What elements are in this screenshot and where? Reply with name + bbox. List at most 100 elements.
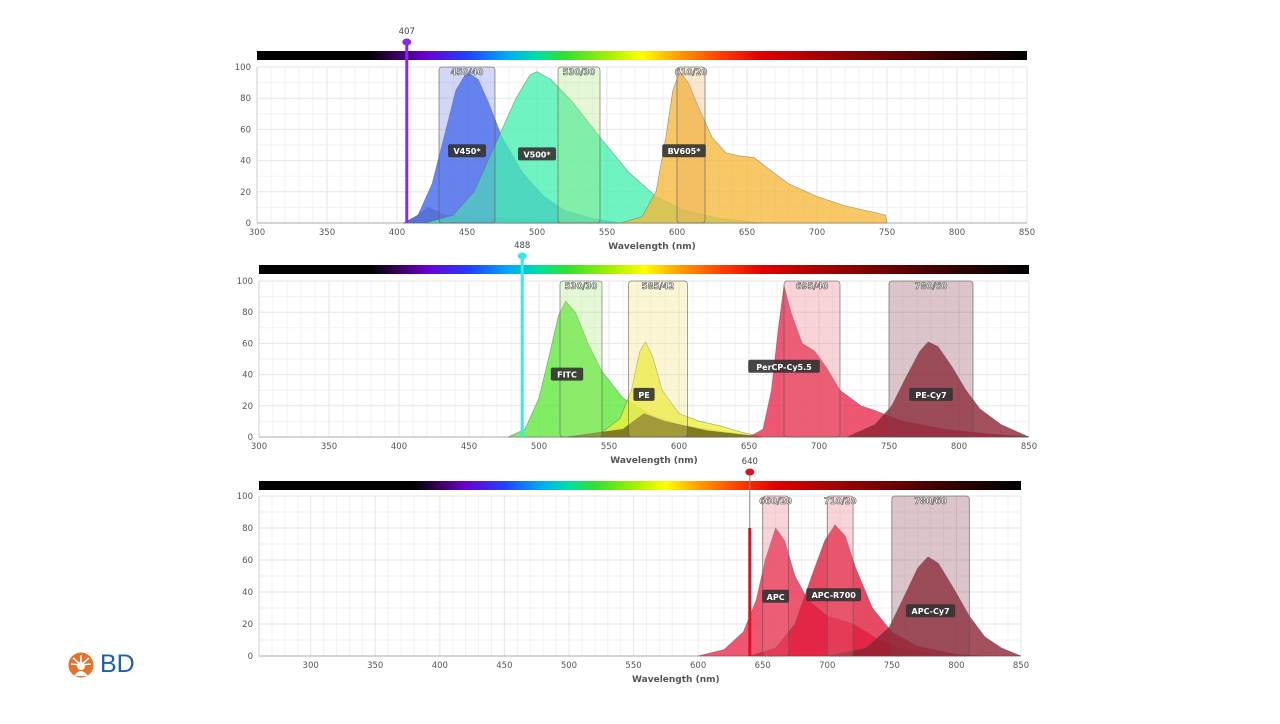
fluorochrome-label: PerCP-Cy5.5 (756, 363, 812, 372)
filter-band (826, 495, 854, 657)
laser-wavelength-label: 488 (514, 241, 530, 251)
y-tick-label: 40 (242, 371, 253, 381)
y-tick-label: 80 (242, 524, 253, 534)
x-tick-label: 300 (249, 228, 265, 238)
x-tick-label: 550 (625, 661, 641, 671)
x-tick-label: 400 (432, 661, 448, 671)
x-tick-label: 450 (461, 442, 477, 452)
x-axis-title: Wavelength (nm) (608, 242, 696, 252)
x-axis-title: Wavelength (nm) (610, 456, 698, 466)
fluorochrome-label: APC (767, 593, 785, 602)
fluorochrome-label-box (748, 359, 820, 373)
x-tick-label: 600 (671, 442, 687, 452)
x-tick-label: 450 (459, 228, 475, 238)
spectrum-panel-3: 300 350 400 450 500 550 600 650 700 750 800 850 0 20 4… (237, 457, 1029, 685)
y-tick-label: 100 (237, 277, 253, 287)
x-tick-label: 650 (741, 442, 757, 452)
fluorochrome-label-box (518, 147, 556, 161)
filter-label: 530/30 (563, 68, 596, 78)
emission-spectrum-bv605- (620, 70, 888, 224)
wavelength-color-bar (259, 481, 1021, 490)
x-tick-label: 800 (951, 442, 967, 452)
laser-marker-handle (402, 38, 412, 46)
fluorochrome-label: V500* (523, 150, 551, 159)
fluorochrome-label: APC-R700 (812, 591, 857, 600)
fluorochrome-label: PE-Cy7 (915, 391, 946, 400)
y-tick-label: 100 (237, 492, 253, 502)
x-tick-label: 800 (949, 228, 965, 238)
fluorochrome-label: PE (638, 391, 649, 400)
fluorochrome-label-box (762, 589, 790, 603)
x-tick-label: 850 (1013, 661, 1029, 671)
fluorochrome-label: FITC (557, 371, 577, 380)
x-axis-title: Wavelength (nm) (632, 675, 720, 685)
filter-band (762, 495, 789, 657)
x-tick-label: 300 (303, 661, 319, 671)
y-tick-label: 60 (240, 125, 251, 135)
y-tick-label: 0 (246, 219, 251, 229)
filter-label: 710/20 (824, 497, 857, 507)
x-tick-label: 400 (391, 442, 407, 452)
filter-label: 610/20 (675, 68, 708, 78)
y-tick-label: 40 (242, 588, 253, 598)
filter-label: 780/60 (915, 282, 948, 292)
filter-label: 695/40 (796, 282, 829, 292)
filter-band (557, 66, 601, 224)
x-tick-label: 550 (601, 442, 617, 452)
wavelength-color-bar (259, 265, 1029, 274)
y-tick-label: 80 (242, 308, 253, 318)
x-tick-label: 750 (884, 661, 900, 671)
fluorochrome-label-box (633, 387, 655, 401)
x-tick-label: 550 (599, 228, 615, 238)
filter-label: 660/20 (759, 497, 792, 507)
bd-sunburst-icon (68, 652, 94, 677)
fluorochrome-label: V450* (453, 147, 481, 156)
x-tick-label: 600 (669, 228, 685, 238)
bd-logo: BD (68, 650, 135, 679)
x-tick-label: 800 (948, 661, 964, 671)
x-tick-label: 850 (1019, 228, 1035, 238)
x-tick-label: 350 (319, 228, 335, 238)
y-tick-label: 80 (240, 94, 251, 104)
y-tick-label: 0 (248, 652, 253, 662)
fluorochrome-label: BV605* (668, 147, 702, 156)
x-tick-label: 350 (367, 661, 383, 671)
laser-marker-handle (745, 468, 755, 476)
x-tick-label: 650 (755, 661, 771, 671)
y-tick-label: 60 (242, 556, 253, 566)
y-tick-label: 100 (235, 63, 251, 73)
x-tick-label: 700 (809, 228, 825, 238)
x-tick-label: 750 (879, 228, 895, 238)
laser-marker-handle (517, 252, 527, 260)
fluorochrome-label-box (905, 604, 956, 618)
spectrum-panel-2: 300 350 400 450 500 550 600 650 700 750 800 850 0 20 4… (237, 241, 1037, 466)
laser-wavelength-label: 407 (399, 27, 415, 37)
y-tick-label: 20 (240, 188, 251, 198)
fluorochrome-label-box (448, 144, 486, 158)
filter-label: 530/30 (565, 282, 598, 292)
fluorochrome-label-box (662, 144, 706, 158)
x-tick-label: 700 (811, 442, 827, 452)
spectrum-panel-1: 300 350 400 450 500 550 600 650 700 750 800 850 0 20 4… (235, 27, 1035, 252)
filter-label: 450/40 (451, 68, 484, 78)
x-tick-label: 500 (561, 661, 577, 671)
x-tick-label: 600 (690, 661, 706, 671)
x-tick-label: 750 (881, 442, 897, 452)
x-tick-label: 400 (389, 228, 405, 238)
fluorochrome-label-box (806, 588, 862, 602)
x-tick-label: 350 (321, 442, 337, 452)
x-tick-label: 300 (251, 442, 267, 452)
filter-label: 780/60 (914, 497, 947, 507)
x-tick-label: 650 (739, 228, 755, 238)
y-tick-label: 60 (242, 339, 253, 349)
x-tick-label: 450 (496, 661, 512, 671)
x-tick-label: 850 (1021, 442, 1037, 452)
y-tick-label: 20 (242, 620, 253, 630)
filter-band (628, 280, 688, 438)
filter-band (783, 280, 841, 438)
y-tick-label: 20 (242, 402, 253, 412)
filter-band (559, 280, 603, 438)
wavelength-color-bar (257, 51, 1027, 60)
